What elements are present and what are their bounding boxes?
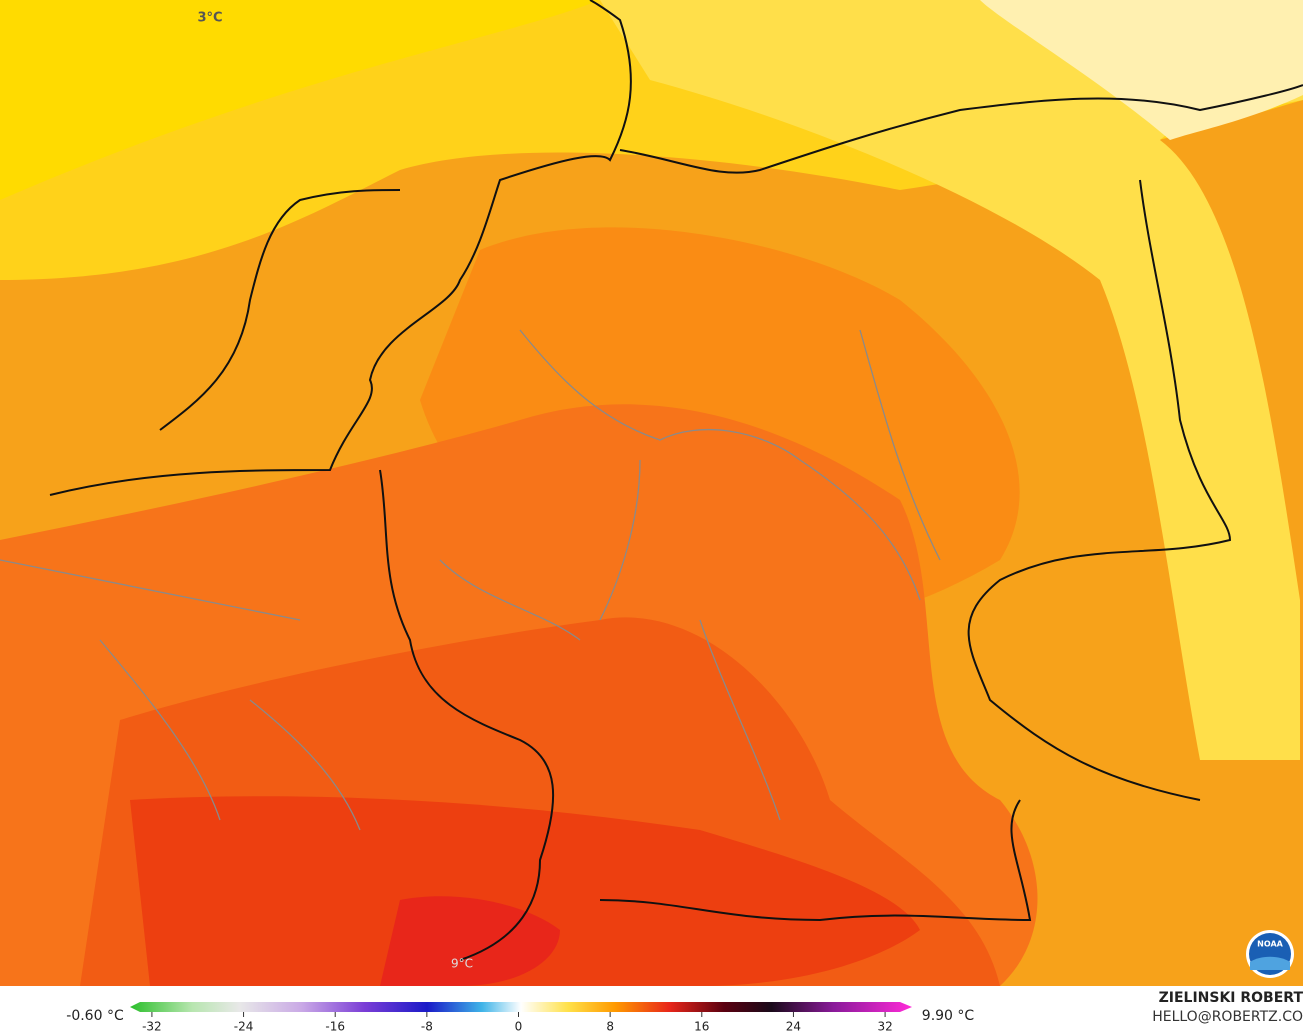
- colorbar-tick-label: -24: [234, 1020, 254, 1034]
- colorbar-tick-label: 16: [694, 1020, 709, 1034]
- credit-name: ZIELINSKI ROBERT: [1159, 990, 1303, 1006]
- logo-text: NOAA: [1257, 940, 1283, 949]
- colorbar-tick-label: 32: [877, 1020, 892, 1034]
- noaa-logo: NOAA: [1246, 930, 1294, 978]
- colorbar-tick-label: -8: [421, 1020, 433, 1034]
- colorbar-tick-label: 8: [606, 1020, 614, 1034]
- map-label: 3°C: [197, 11, 222, 26]
- colorbar-max: 9.90 °C: [922, 1008, 975, 1024]
- colorbar-tick-label: 0: [515, 1020, 523, 1034]
- colorbar: -32 -24 -16 -8 0 8 16 24 32: [130, 1002, 912, 1034]
- colorbar-tick-label: -16: [325, 1020, 345, 1034]
- map-label: 9°C: [451, 957, 473, 971]
- colorbar-tick-label: -32: [142, 1020, 162, 1034]
- colorbar-tick-label: 24: [786, 1020, 801, 1034]
- credit-email: HELLO@ROBERTZ.CO: [1152, 1009, 1303, 1025]
- map: 3°C 9°C: [0, 0, 1303, 986]
- colorbar-min: -0.60 °C: [66, 1008, 124, 1024]
